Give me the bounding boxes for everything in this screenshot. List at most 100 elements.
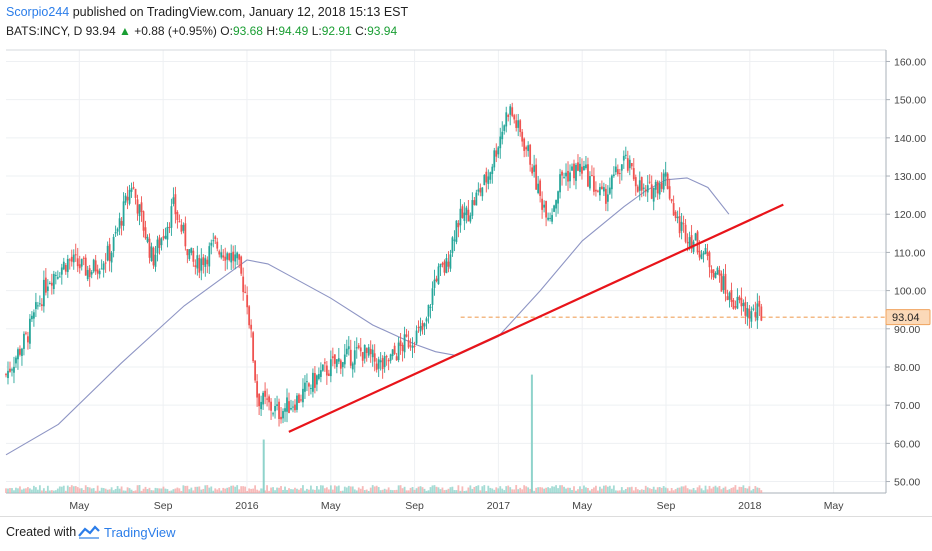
open-label: O: [220, 24, 233, 38]
candle-body [86, 270, 89, 280]
candle-body [650, 184, 653, 199]
volume-bar [152, 490, 155, 493]
volume-bar [465, 490, 468, 493]
candle-body [347, 346, 350, 350]
volume-bar [559, 485, 561, 493]
candle-body [136, 199, 139, 214]
candle-body [688, 237, 691, 248]
tradingview-brand[interactable]: TradingView [104, 525, 176, 540]
volume-bar [692, 487, 695, 493]
candle-body [248, 306, 251, 326]
volume-bar [120, 486, 123, 493]
candle-body [270, 401, 272, 411]
volume-bar [702, 490, 705, 493]
volume-bar [385, 489, 388, 493]
candle-body [642, 187, 645, 189]
created-with-label: Created with [6, 525, 77, 539]
candle-body [258, 393, 261, 407]
candle-body [413, 345, 416, 347]
trendline[interactable] [288, 203, 784, 433]
volume-bar [168, 490, 171, 493]
candle-body [503, 125, 506, 131]
volume-bar [724, 486, 727, 493]
volume-bar [361, 486, 364, 493]
candle-body [459, 208, 462, 226]
volume-bar [158, 488, 161, 493]
candle-body [600, 186, 603, 190]
volume-bar [331, 489, 334, 493]
candle-body [656, 181, 659, 194]
price-chart[interactable]: 160.00 150.00 140.00 130.00 120.00 110.00 100.… [0, 44, 932, 516]
x-tick-label: Sep [657, 500, 676, 512]
candle-body [674, 211, 677, 219]
x-tick-label: May [824, 500, 845, 512]
candle-body [343, 354, 346, 365]
volume-bar [471, 488, 474, 493]
volume-bar [365, 489, 368, 493]
volume-bar [66, 485, 69, 493]
volume-bar [176, 487, 179, 493]
last-price: 93.94 [85, 24, 116, 38]
candle-body [644, 189, 647, 192]
candle-body [186, 249, 189, 256]
x-tick-label: 2018 [738, 500, 762, 512]
tradingview-logo-icon[interactable] [78, 524, 100, 540]
candle-body [565, 172, 567, 177]
volume-bar [142, 488, 145, 493]
candle-body [497, 147, 500, 155]
volume-bar [248, 488, 251, 493]
candle-body [622, 155, 625, 161]
volume-bar [381, 489, 384, 493]
candle-body [405, 334, 408, 337]
volume-bar [533, 490, 536, 493]
volume-bar [102, 488, 105, 493]
candle-body [78, 264, 81, 269]
author-link[interactable]: Scorpio244 [6, 5, 70, 19]
candle-body [158, 237, 161, 248]
volume-bar [435, 486, 438, 493]
volume-bar [642, 489, 645, 493]
volume-bar [122, 490, 125, 493]
candle-body [122, 201, 125, 226]
volume-bar [644, 485, 647, 493]
candle-body [620, 164, 623, 171]
candle-body [411, 345, 414, 348]
candle-body [447, 261, 450, 267]
high-label: H: [266, 24, 279, 38]
candle-body [134, 188, 137, 198]
volume-bar [427, 490, 430, 493]
volume-bar [280, 486, 282, 493]
volume-bar [124, 490, 127, 493]
volume-bar [367, 490, 370, 493]
volume-bar [573, 486, 575, 493]
candle-body [535, 164, 538, 190]
candle-body [561, 171, 563, 176]
volume-bar [555, 485, 557, 493]
volume-bar [589, 490, 591, 493]
volume-bar [405, 490, 408, 493]
candle-body [114, 232, 117, 234]
volume-bar [349, 486, 352, 493]
volume-bar [597, 490, 599, 493]
volume-bar [752, 488, 755, 493]
volume-bar [292, 489, 294, 493]
candle-body [664, 172, 667, 177]
volume-bar [694, 490, 697, 493]
candle-body [449, 254, 452, 269]
candle-body [527, 145, 530, 152]
candle-body [587, 164, 589, 187]
candle-body [407, 340, 410, 348]
volume-bar [112, 490, 115, 493]
candle-body [308, 383, 310, 387]
candle-body [250, 324, 253, 330]
volume-bar [614, 490, 617, 493]
volume-bar [543, 488, 546, 493]
candle-body [260, 401, 262, 410]
volume-bar [640, 489, 643, 493]
candle-body [310, 387, 312, 389]
volume-bar [746, 488, 749, 493]
candle-body [92, 259, 95, 272]
candle-body [365, 348, 368, 353]
volume-bar [433, 485, 436, 493]
candle-body [128, 189, 131, 204]
